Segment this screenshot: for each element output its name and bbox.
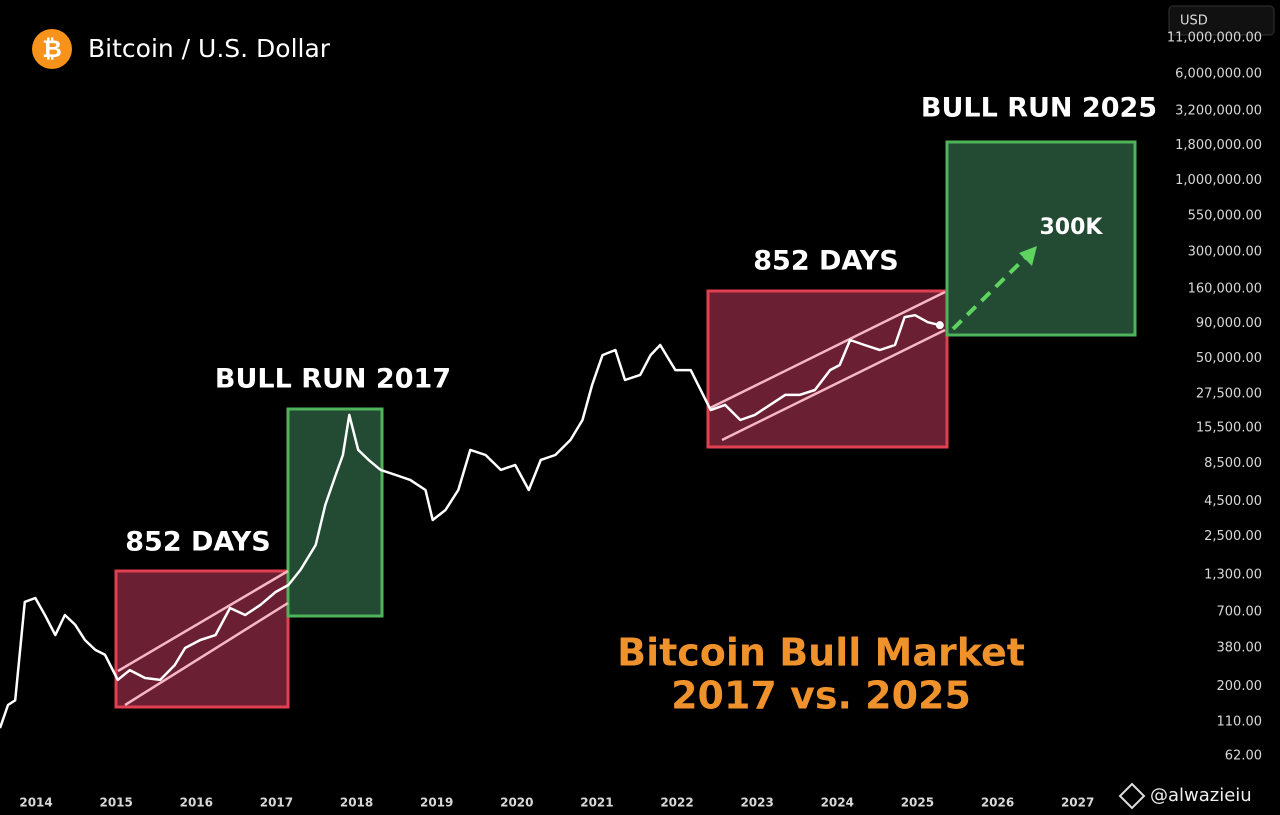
y-tick-label: 15,500.00 [1196, 420, 1262, 435]
logo-glyph: ₿ [42, 35, 62, 63]
channel-line [124, 601, 289, 707]
y-tick-label: 300,000.00 [1188, 244, 1262, 259]
y-tick-label: 50,000.00 [1196, 351, 1262, 366]
y-tick-label: 11,000,000.00 [1167, 30, 1262, 45]
x-tick-label: 2018 [340, 796, 373, 810]
annotation: BULL RUN 2017 [215, 364, 451, 395]
x-tick-label: 2014 [19, 796, 52, 810]
x-tick-label: 2022 [660, 796, 693, 810]
watermark-bg [1118, 782, 1280, 815]
y-tick-label: 4,500.00 [1204, 494, 1262, 509]
y-tick-label: 1,800,000.00 [1175, 138, 1262, 153]
x-tick-label: 2015 [99, 796, 132, 810]
watermark-icon [1118, 782, 1146, 810]
annotation: 852 DAYS [125, 527, 270, 558]
range-box [706, 289, 949, 449]
x-tick-label: 2023 [740, 796, 773, 810]
price-line [0, 313, 941, 729]
x-tick-label: 2016 [180, 796, 213, 810]
y-tick-label: 550,000.00 [1188, 208, 1262, 223]
bull-box [945, 140, 1137, 337]
x-tick-label: 2017 [260, 796, 293, 810]
currency-badge [1168, 5, 1275, 36]
y-tick-label: 6,000,000.00 [1175, 66, 1262, 81]
channel-line [117, 569, 289, 673]
plot [0, 313, 944, 729]
x-tick-label: 2026 [981, 796, 1014, 810]
annotation: 852 DAYS [753, 246, 898, 277]
x-tick-label: 2019 [420, 796, 453, 810]
currency: USD [1180, 14, 1208, 29]
annotation: BULL RUN 2025 [921, 93, 1157, 124]
y-tick-label: 62.00 [1225, 748, 1262, 763]
bitcoin-logo [32, 29, 72, 69]
chart-title: Bitcoin / U.S. Dollar [88, 34, 331, 63]
channel-line [721, 328, 946, 442]
annotation: 300K [1040, 215, 1104, 240]
y-tick-label: 200.00 [1217, 679, 1263, 694]
arrow-head [1019, 246, 1037, 266]
y-tick-label: 380.00 [1217, 641, 1263, 656]
channel-line [709, 290, 946, 410]
bull-box [286, 407, 384, 618]
headline: Bitcoin Bull Market [617, 631, 1025, 675]
y-tick-label: 110.00 [1217, 714, 1263, 729]
y-tick-label: 160,000.00 [1188, 282, 1262, 297]
y-tick-label: 1,300.00 [1204, 568, 1262, 583]
y-tick-label: 2,500.00 [1204, 529, 1262, 544]
headline: 2017 vs. 2025 [671, 674, 971, 718]
x-tick-label: 2027 [1061, 796, 1094, 810]
y-tick-label: 700.00 [1217, 604, 1263, 619]
last-price [935, 321, 944, 330]
y-tick-label: 90,000.00 [1196, 316, 1262, 331]
x-tick-label: 2021 [580, 796, 613, 810]
y-tick-label: 8,500.00 [1204, 456, 1262, 471]
x-tick-label: 2020 [500, 796, 533, 810]
x-tick-label: 2025 [901, 796, 934, 810]
y-tick-label: 1,000,000.00 [1175, 173, 1262, 188]
forecast-arrow [951, 254, 1029, 331]
x-tick-label: 2024 [821, 796, 854, 810]
y-tick-label: 3,200,000.00 [1175, 104, 1262, 119]
y-tick-label: 27,500.00 [1196, 386, 1262, 401]
watermark: @alwazieiu [1150, 785, 1252, 806]
